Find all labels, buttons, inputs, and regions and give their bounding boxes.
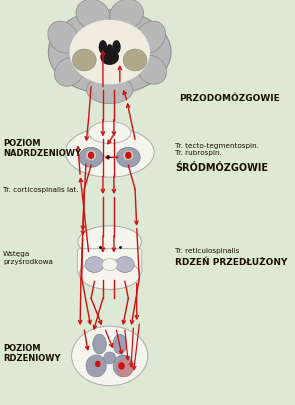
Ellipse shape: [113, 334, 127, 354]
Text: POZIOM
RDZENIOWY: POZIOM RDZENIOWY: [3, 343, 60, 362]
Text: Wstęga
przyśrodkowa: Wstęga przyśrodkowa: [3, 250, 53, 264]
FancyBboxPatch shape: [78, 249, 142, 275]
Text: Tr. tecto-tegmentospin.
Tr. rubrospin.: Tr. tecto-tegmentospin. Tr. rubrospin.: [175, 143, 259, 156]
Text: PRZODOMÓZGOWIE: PRZODOMÓZGOWIE: [179, 94, 280, 102]
Ellipse shape: [73, 50, 96, 72]
Circle shape: [96, 362, 100, 367]
Ellipse shape: [86, 355, 106, 377]
Ellipse shape: [86, 77, 133, 104]
Text: ŚRÓDMÓZGOWIE: ŚRÓDMÓZGOWIE: [175, 163, 268, 173]
Ellipse shape: [78, 226, 141, 258]
Ellipse shape: [48, 11, 171, 95]
Ellipse shape: [135, 22, 165, 54]
Ellipse shape: [86, 151, 96, 161]
Ellipse shape: [123, 50, 147, 72]
Text: POZIOM
NADRDZENIOWY: POZIOM NADRDZENIOWY: [3, 139, 81, 158]
Ellipse shape: [70, 21, 150, 85]
Ellipse shape: [102, 259, 117, 271]
Ellipse shape: [65, 128, 154, 178]
Ellipse shape: [55, 58, 83, 87]
Ellipse shape: [88, 122, 131, 144]
Ellipse shape: [137, 56, 166, 85]
Text: Tr. reticulospinalis: Tr. reticulospinalis: [175, 247, 239, 253]
Circle shape: [119, 363, 124, 369]
Text: RDZEŃ PRZEDŁUŻONY: RDZEŃ PRZEDŁUŻONY: [175, 257, 287, 266]
Ellipse shape: [104, 352, 116, 364]
Ellipse shape: [112, 41, 121, 55]
Ellipse shape: [117, 359, 133, 377]
Ellipse shape: [79, 260, 140, 290]
Circle shape: [126, 153, 131, 159]
Circle shape: [88, 153, 94, 159]
Ellipse shape: [123, 151, 133, 161]
Ellipse shape: [79, 148, 103, 168]
Ellipse shape: [117, 148, 140, 168]
Ellipse shape: [93, 334, 106, 354]
Ellipse shape: [100, 50, 119, 66]
Ellipse shape: [48, 22, 78, 54]
Ellipse shape: [110, 0, 143, 30]
Ellipse shape: [113, 355, 133, 377]
Ellipse shape: [99, 41, 107, 55]
Text: Tr. corticospinalis lat.: Tr. corticospinalis lat.: [3, 187, 78, 193]
Ellipse shape: [72, 326, 148, 386]
Ellipse shape: [116, 257, 134, 273]
Ellipse shape: [76, 0, 109, 30]
Ellipse shape: [85, 257, 104, 273]
Ellipse shape: [106, 45, 113, 57]
